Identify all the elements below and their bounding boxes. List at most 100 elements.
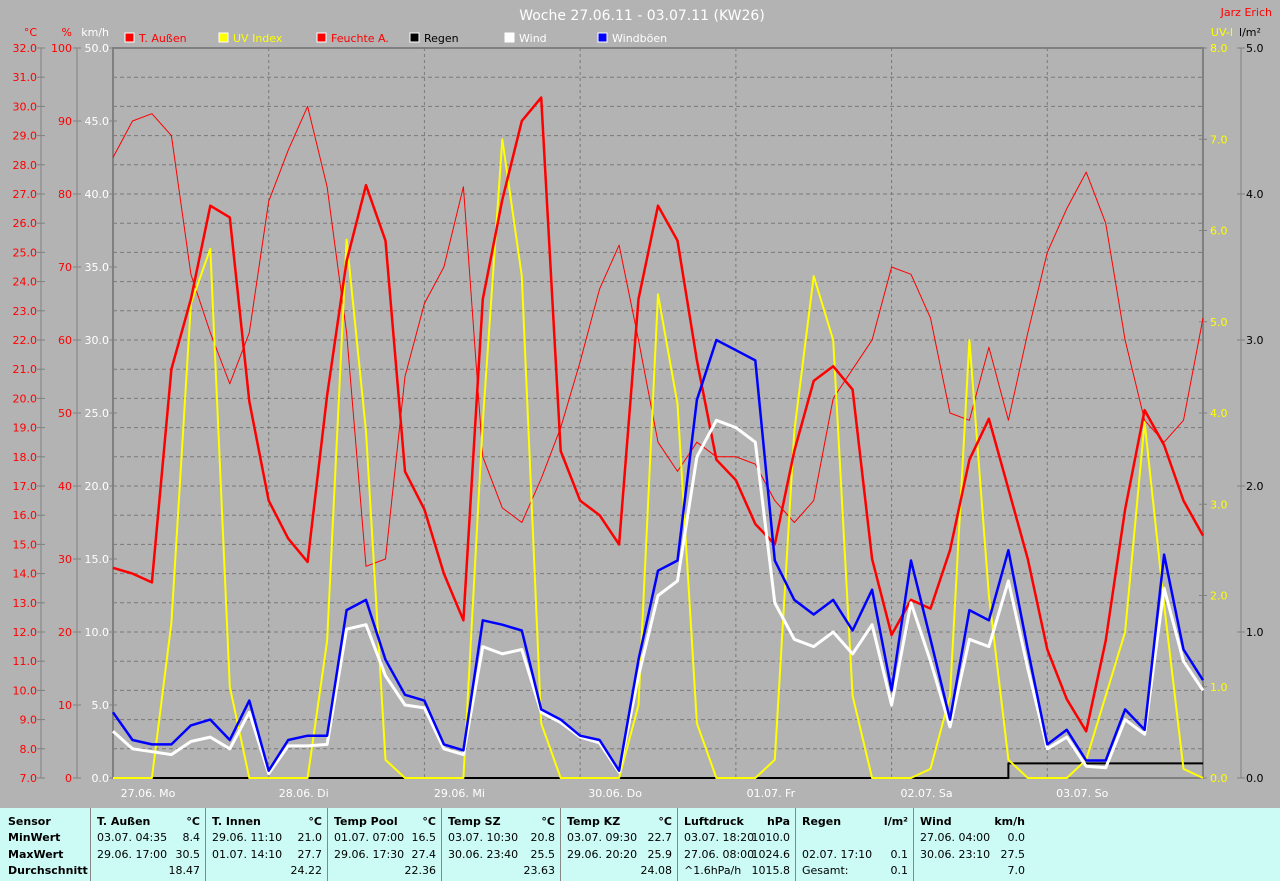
stats-column: Temp Pool °C 01.07. 07:00 16.5 29.06. 17:30 2…: [327, 808, 442, 881]
rain-tick-label: 0.0: [1246, 772, 1264, 785]
temp-tick-label: 17.0: [13, 480, 38, 493]
humidity-tick-label: 20: [58, 626, 72, 639]
rain-tick-label: 2.0: [1246, 480, 1264, 493]
legend-swatch: [409, 32, 420, 43]
uv-tick-label: 0.0: [1210, 772, 1228, 785]
stat-avg-value: 24.22: [290, 864, 323, 877]
series-line: [111, 338, 1205, 772]
stat-avg-time: ^1.6hPa/h: [684, 864, 742, 877]
rain-axis-unit: l/m²: [1239, 26, 1261, 39]
legend-label: Wind: [519, 32, 547, 45]
column-unit: hPa: [766, 815, 790, 828]
wind-tick-label: 45.0: [85, 115, 110, 128]
stat-avg-value: 7.0: [1007, 864, 1026, 877]
column-unit: °C: [658, 815, 672, 828]
stat-avg-value: 0.1: [890, 864, 909, 877]
temp-tick-label: 18.0: [13, 451, 38, 464]
stat-max-time: 29.06. 20:20: [567, 848, 638, 861]
temp-tick-label: 29.0: [13, 130, 38, 143]
plot-frame: [112, 47, 1204, 779]
stat-min-time: 03.07. 18:20: [684, 831, 755, 844]
temp-tick-label: 27.0: [13, 188, 38, 201]
series-feuchte-a-: [112, 105, 1204, 567]
plot-area: [111, 96, 1205, 779]
humidity-tick-label: 40: [58, 480, 72, 493]
stat-min-time: 27.06. 04:00: [920, 831, 991, 844]
stats-column: Regen l/m² 02.07. 17:10 0.1 Gesamt: 0.1: [795, 808, 914, 881]
legend-swatch: [124, 32, 135, 43]
uv-tick-label: 5.0: [1210, 316, 1228, 329]
temp-tick-label: 16.0: [13, 509, 38, 522]
stat-max-value: 27.7: [297, 848, 323, 861]
humidity-tick-label: 10: [58, 699, 72, 712]
legend-label: Feuchte A.: [331, 32, 389, 45]
uv-tick-label: 2.0: [1210, 590, 1228, 603]
stat-max-time: 27.06. 08:00: [684, 848, 755, 861]
legend-label: T. Außen: [138, 32, 187, 45]
stats-column: Temp KZ °C 03.07. 09:30 22.7 29.06. 20:20 25.…: [560, 808, 678, 881]
stat-avg-time: Gesamt:: [802, 864, 849, 877]
stat-avg-value: 24.08: [640, 864, 673, 877]
wind-tick-label: 25.0: [85, 407, 110, 420]
stat-max-time: 01.07. 14:10: [212, 848, 283, 861]
wind-tick-label: 15.0: [85, 553, 110, 566]
column-name: Temp SZ: [448, 815, 501, 828]
row-label: MinWert: [8, 831, 61, 844]
temp-tick-label: 31.0: [13, 71, 38, 84]
temp-tick-label: 9.0: [20, 714, 38, 727]
stat-avg-value: 18.47: [168, 864, 201, 877]
rain-tick-label: 5.0: [1246, 42, 1264, 55]
wind-axis-unit: km/h: [81, 26, 109, 39]
legend-item-t-au-en: T. Außen: [124, 32, 187, 45]
stat-max-time: 30.06. 23:40: [448, 848, 519, 861]
stat-max-time: 29.06. 17:30: [334, 848, 405, 861]
wind-tick-label: 40.0: [85, 188, 110, 201]
column-name: Wind: [920, 815, 952, 828]
legend-item-feuchte-a-: Feuchte A.: [316, 32, 389, 45]
uv-tick-label: 1.0: [1210, 681, 1228, 694]
row-label: Durchschnitt: [8, 864, 88, 877]
temp-tick-label: 11.0: [13, 655, 38, 668]
column-name: T. Innen: [212, 815, 261, 828]
stat-min-value: 0.0: [1007, 831, 1026, 844]
series-line: [113, 762, 1203, 779]
wind-tick-label: 20.0: [85, 480, 110, 493]
uv-tick-label: 7.0: [1210, 133, 1228, 146]
x-tick-label: 28.06. Di: [279, 787, 329, 800]
rain-tick-label: 4.0: [1246, 188, 1264, 201]
legend-label: Windböen: [612, 32, 667, 45]
stat-min-value: 16.5: [411, 831, 437, 844]
stats-column: Wind km/h 27.06. 04:00 0.0 30.06. 23:10 27.5 7…: [913, 808, 1031, 881]
series-line: [112, 96, 1205, 733]
column-name: Regen: [802, 815, 842, 828]
humidity-tick-label: 50: [58, 407, 72, 420]
stat-max-value: 25.5: [530, 848, 556, 861]
legend-swatch: [504, 32, 515, 43]
legend-item-uv-index: UV Index: [218, 32, 283, 45]
temp-tick-label: 14.0: [13, 568, 38, 581]
stat-min-value: 8.4: [182, 831, 201, 844]
wind-tick-label: 10.0: [85, 626, 110, 639]
legend: T. Außen UV Index Feuchte A. Regen Wind Windb…: [124, 32, 667, 45]
stats-column: T. Innen °C 29.06. 11:10 21.0 01.07. 14:10 27…: [205, 808, 328, 881]
stats-column: Luftdruck hPa 03.07. 18:20 1010.0 27.06. 08:…: [677, 808, 796, 881]
series-line: [111, 418, 1205, 776]
uv-tick-label: 4.0: [1210, 407, 1228, 420]
wind-tick-label: 50.0: [85, 42, 110, 55]
wind-tick-label: 30.0: [85, 334, 110, 347]
author-label: Jarz Erich: [1220, 6, 1272, 19]
x-tick-label: 29.06. Mi: [434, 787, 485, 800]
series-windb-en: [111, 338, 1205, 772]
temp-axis-unit: °C: [24, 26, 38, 39]
column-unit: °C: [541, 815, 555, 828]
x-tick-label: 01.07. Fr: [747, 787, 796, 800]
uv-axis-unit: UV-I: [1211, 26, 1233, 39]
legend-label: UV Index: [233, 32, 283, 45]
stat-max-value: 27.4: [411, 848, 437, 861]
temp-tick-label: 32.0: [13, 42, 38, 55]
temp-tick-label: 15.0: [13, 538, 38, 551]
legend-swatch: [597, 32, 608, 43]
column-name: Luftdruck: [684, 815, 744, 828]
stats-row-labels: Sensor MinWert MaxWert Durchschnitt: [0, 808, 90, 881]
stat-min-value: 20.8: [530, 831, 556, 844]
